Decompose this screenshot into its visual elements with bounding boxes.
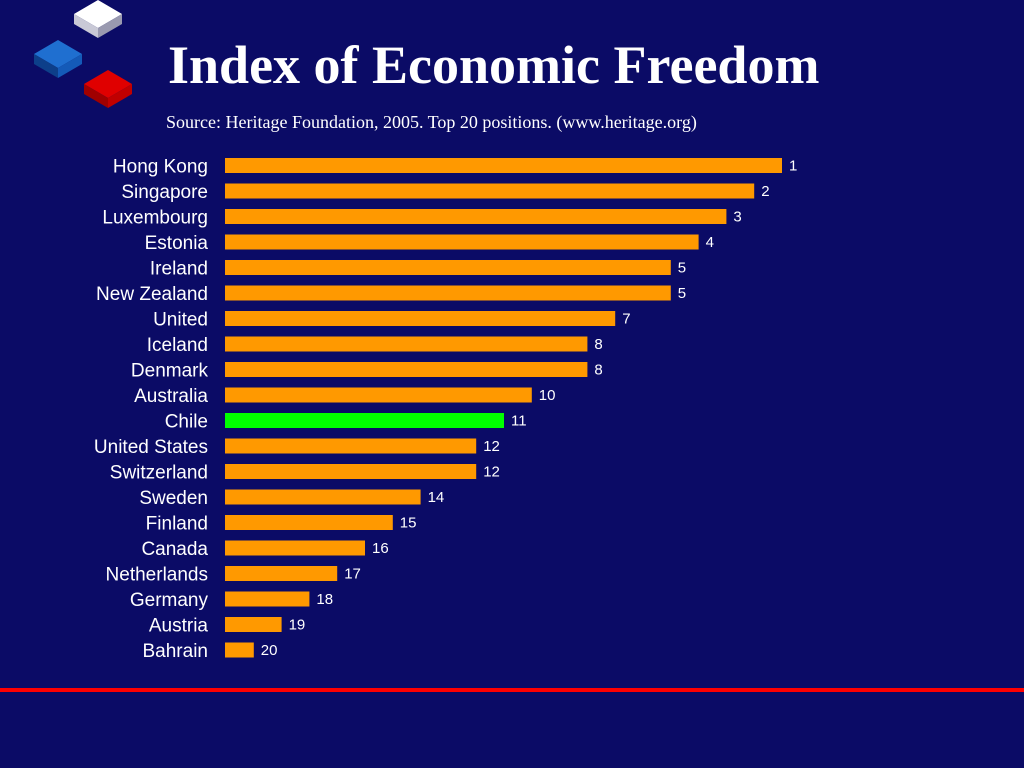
bar-luxembourg	[225, 209, 727, 224]
value-label: 4	[706, 234, 714, 251]
value-label: 12	[483, 438, 500, 455]
bar-finland	[225, 515, 393, 530]
value-label: 12	[483, 464, 500, 481]
category-label: United States	[94, 437, 208, 458]
value-label: 5	[678, 285, 686, 302]
white-cube-icon	[74, 0, 122, 38]
category-label: Australia	[134, 386, 208, 407]
bar-singapore	[225, 183, 755, 199]
bar-united-states	[225, 438, 477, 454]
category-label: Germany	[130, 590, 209, 611]
category-label: Finland	[146, 514, 208, 535]
bar-hong-kong	[225, 158, 782, 173]
value-label: 5	[678, 260, 686, 277]
value-label: 20	[261, 642, 278, 659]
page-title: Index of Economic Freedom	[168, 35, 820, 95]
value-label: 15	[400, 515, 417, 532]
category-label: Iceland	[147, 335, 208, 356]
category-label: Austria	[149, 616, 209, 637]
bar-austria	[225, 617, 282, 632]
value-label: 8	[594, 362, 602, 379]
bar-united	[225, 311, 616, 326]
category-label: Singapore	[121, 182, 208, 203]
value-label: 10	[539, 387, 556, 404]
divider-line	[0, 688, 1024, 692]
bar-netherlands	[225, 566, 338, 581]
bar-switzerland	[225, 464, 477, 479]
value-label: 16	[372, 540, 389, 557]
value-label: 11	[511, 413, 527, 430]
bar-denmark	[225, 362, 588, 377]
category-label: Switzerland	[110, 463, 208, 484]
value-label: 3	[733, 209, 741, 226]
category-label: Netherlands	[106, 565, 208, 586]
category-label: Ireland	[150, 259, 208, 280]
category-label: United	[153, 310, 208, 331]
value-label: 7	[622, 311, 630, 328]
bar-australia	[225, 387, 532, 403]
value-label: 18	[316, 591, 333, 608]
category-label: Canada	[141, 539, 208, 560]
bar-chart: Hong Kong 1 Singapore 2 Luxembourg 3 Estonia 4 I…	[94, 157, 797, 663]
logo-cubes	[34, 0, 132, 108]
bar-canada	[225, 540, 365, 556]
bar-sweden	[225, 489, 421, 505]
red-cube-icon	[84, 70, 132, 108]
value-label: 14	[428, 489, 445, 506]
category-label: Bahrain	[143, 641, 209, 662]
category-label: Luxembourg	[102, 208, 208, 229]
value-label: 2	[761, 183, 769, 200]
bar-estonia	[225, 234, 699, 250]
category-label: Denmark	[131, 361, 209, 382]
value-label: 17	[344, 566, 361, 583]
bar-chile	[225, 413, 504, 428]
bar-ireland	[225, 260, 671, 275]
source-subtitle: Source: Heritage Foundation, 2005. Top 2…	[166, 112, 697, 132]
blue-cube-icon	[34, 40, 82, 78]
bar-germany	[225, 591, 310, 607]
category-label: Chile	[165, 412, 208, 433]
category-label: Estonia	[145, 233, 209, 254]
category-label: Sweden	[139, 488, 208, 509]
category-label: New Zealand	[96, 284, 208, 305]
value-label: 19	[289, 617, 306, 634]
category-label: Hong Kong	[113, 157, 208, 178]
value-label: 1	[789, 158, 797, 175]
bar-bahrain	[225, 642, 254, 658]
value-label: 8	[594, 336, 602, 353]
bar-new-zealand	[225, 285, 671, 301]
bar-iceland	[225, 336, 588, 352]
